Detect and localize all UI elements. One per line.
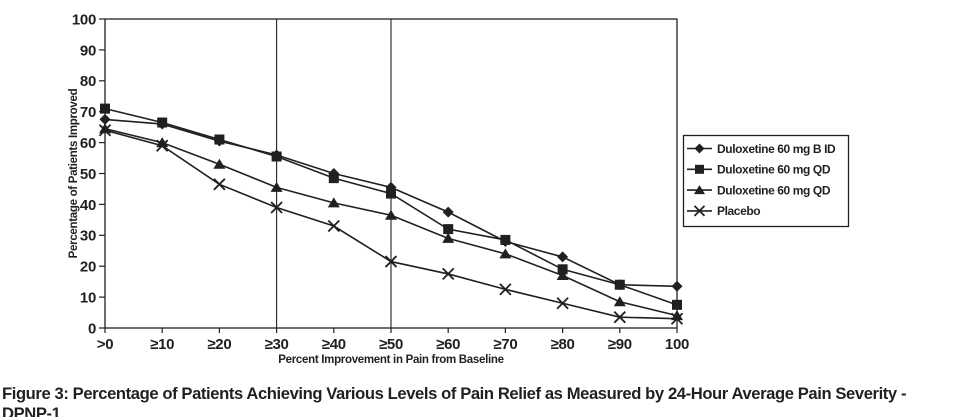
series-marker-square — [386, 188, 396, 199]
legend-label: Duloxetine 60 mg B ID — [717, 142, 836, 156]
x-tick-label: ≥90 — [608, 336, 632, 353]
y-tick-label: 50 — [80, 166, 96, 183]
figure-caption: Figure 3: Percentage of Patients Achievi… — [2, 384, 907, 417]
pain-relief-line-chart: 0 10 20 30 40 50 60 70 80 90 100 >0 ≥10 ≥20 ≥30 ≥40 ≥50 ≥… — [68, 11, 850, 366]
y-tick-label: 70 — [80, 104, 96, 121]
series-marker-diamond — [499, 235, 511, 247]
series-marker-diamond — [213, 135, 225, 147]
series-marker-triangle — [213, 158, 226, 169]
series-marker-diamond — [557, 251, 569, 263]
series-marker-x — [98, 124, 112, 137]
series-marker-square — [100, 103, 110, 114]
x-tick-label: ≥80 — [551, 336, 575, 353]
series-marker-triangle — [327, 197, 340, 208]
y-axis-title: Percentage of Patients Improved — [68, 88, 80, 258]
series-marker-triangle — [613, 296, 626, 307]
x-tick-label: ≥30 — [265, 336, 289, 353]
legend-item: Duloxetine 60 mg B ID — [687, 142, 836, 156]
series-marker-square — [672, 299, 682, 310]
series-marker-x — [213, 178, 226, 191]
legend-item: Placebo — [687, 204, 761, 218]
series-marker-diamond — [671, 280, 683, 292]
x-tick-label: ≥10 — [150, 336, 174, 353]
legend-label: Duloxetine 60 mg QD — [717, 183, 831, 197]
series-marker-x — [442, 267, 455, 281]
legend-marker-diamond — [694, 143, 705, 154]
legend-item: Duloxetine 60 mg QD — [687, 183, 831, 197]
x-tick-label: ≥40 — [322, 336, 346, 353]
series-marker-x — [613, 311, 626, 324]
x-tick-label: ≥50 — [379, 336, 403, 353]
y-tick-label: 60 — [80, 135, 96, 152]
series-marker-x — [499, 283, 512, 296]
series-marker-diamond — [99, 113, 111, 125]
series-marker-diamond — [442, 206, 454, 218]
y-tick-label: 30 — [80, 228, 96, 245]
series-marker-triangle — [499, 248, 512, 259]
series-triangle — [99, 123, 683, 321]
series-marker-triangle — [671, 310, 683, 321]
series-marker-square — [443, 224, 454, 235]
y-tick-label: 20 — [80, 259, 96, 276]
y-tick-label: 100 — [72, 11, 96, 28]
series-diamond — [99, 113, 683, 292]
x-axis-title: Percent Improvement in Pain from Baselin… — [278, 354, 503, 366]
x-tick-label: ≥70 — [493, 336, 517, 353]
series-marker-square — [557, 264, 568, 275]
series-marker-x — [156, 139, 169, 152]
series-marker-x — [556, 297, 569, 310]
legend-marker-square — [695, 164, 704, 174]
series-marker-triangle — [270, 181, 283, 192]
series-marker-diamond — [271, 149, 283, 161]
y-tick-label: 90 — [80, 42, 96, 59]
series-marker-triangle — [556, 269, 569, 280]
x-tick-label: ≥20 — [207, 336, 231, 353]
x-tick-label: 100 — [665, 336, 689, 353]
series-x — [98, 124, 684, 325]
y-tick-label: 40 — [80, 197, 96, 214]
series-marker-x — [670, 312, 684, 325]
legend-item: Duloxetine 60 mg QD — [687, 163, 831, 177]
legend-label: Placebo — [717, 204, 760, 218]
legend-marker-x — [693, 205, 706, 217]
series-marker-x — [384, 255, 398, 268]
series-marker-diamond — [614, 279, 626, 291]
x-tick-label: ≥60 — [436, 336, 460, 353]
series-marker-diamond — [156, 118, 168, 130]
series-marker-x — [270, 201, 283, 214]
series-marker-triangle — [442, 232, 455, 243]
x-tick-label: >0 — [97, 336, 114, 353]
series-marker-diamond — [385, 181, 397, 193]
y-tick-label: 80 — [80, 73, 96, 90]
series-marker-triangle — [385, 209, 397, 220]
legend-label: Duloxetine 60 mg QD — [717, 163, 831, 177]
series-marker-diamond — [328, 168, 340, 179]
y-tick-label: 0 — [88, 320, 96, 337]
legend-marker-triangle — [694, 185, 705, 195]
y-tick-label: 10 — [80, 290, 96, 307]
series-marker-x — [327, 219, 340, 233]
